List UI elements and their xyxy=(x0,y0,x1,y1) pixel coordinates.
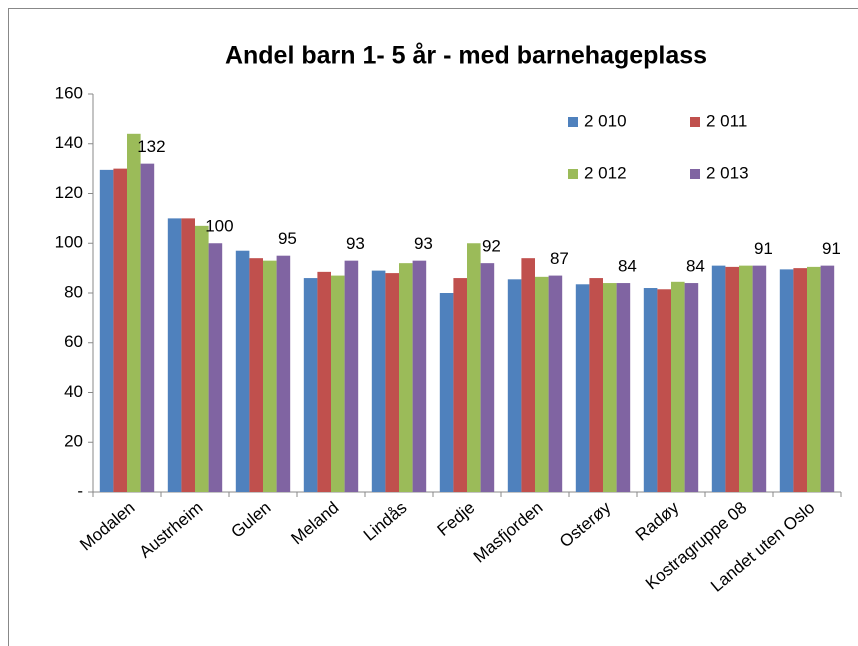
bar xyxy=(127,133,141,493)
data-label: 100 xyxy=(205,217,233,236)
bar xyxy=(113,168,127,492)
bar xyxy=(671,281,685,492)
bar xyxy=(820,265,835,492)
legend-label: 2 013 xyxy=(706,163,749,182)
bar xyxy=(453,278,467,492)
bar xyxy=(467,243,481,492)
bar xyxy=(793,268,807,492)
y-tick-label: 20 xyxy=(64,432,83,451)
data-label: 91 xyxy=(754,239,773,258)
x-tick-label: Modalen xyxy=(76,498,138,554)
x-tick-label: Radøy xyxy=(632,498,683,545)
bar xyxy=(249,258,263,492)
bar xyxy=(779,269,794,492)
bar xyxy=(276,255,291,492)
bar xyxy=(385,273,399,492)
data-label: 92 xyxy=(482,237,501,256)
bar xyxy=(507,279,522,492)
bar xyxy=(263,260,277,492)
bar xyxy=(331,275,345,492)
bar xyxy=(616,283,631,492)
bar xyxy=(181,218,195,492)
bar xyxy=(195,225,209,492)
bar xyxy=(589,278,603,492)
y-tick-label: 120 xyxy=(55,183,83,202)
bar xyxy=(739,265,753,492)
x-tick-label: Osterøy xyxy=(556,498,615,552)
bar xyxy=(711,265,726,492)
bar xyxy=(344,260,359,492)
legend-marker xyxy=(568,169,578,179)
bar xyxy=(575,284,590,492)
bar xyxy=(725,266,739,492)
x-tick-label: Austrheim xyxy=(136,498,207,562)
bar xyxy=(535,276,549,492)
y-tick-label: 40 xyxy=(64,382,83,401)
data-label: 84 xyxy=(686,257,705,276)
bar xyxy=(643,288,658,492)
x-tick-label: Meland xyxy=(288,498,343,548)
legend-marker xyxy=(568,117,578,127)
data-label: 132 xyxy=(137,137,165,156)
chart-title: Andel barn 1- 5 år - med barnehageplass xyxy=(225,42,707,70)
bar xyxy=(807,266,821,492)
y-tick-label: - xyxy=(77,481,83,500)
legend-label: 2 010 xyxy=(584,111,627,130)
bar xyxy=(140,163,155,492)
data-label: 91 xyxy=(822,239,841,258)
data-label: 95 xyxy=(278,229,297,248)
bar xyxy=(412,260,427,492)
data-label: 93 xyxy=(346,234,365,253)
y-tick-label: 100 xyxy=(55,233,83,252)
bar xyxy=(303,278,318,492)
chart-border xyxy=(8,8,858,646)
bar xyxy=(521,258,535,492)
x-tick-label: Lindås xyxy=(360,498,411,545)
bar xyxy=(439,293,454,492)
data-label: 87 xyxy=(550,249,569,268)
bar xyxy=(167,218,182,492)
bar xyxy=(480,263,495,492)
legend-marker xyxy=(690,117,700,127)
bar xyxy=(208,243,223,492)
bar xyxy=(684,283,699,492)
legend-label: 2 011 xyxy=(706,111,747,130)
y-tick-label: 60 xyxy=(64,332,83,351)
bar xyxy=(235,250,250,492)
bar xyxy=(548,275,563,492)
bar xyxy=(603,283,617,492)
y-tick-label: 160 xyxy=(55,83,83,102)
legend-label: 2 012 xyxy=(584,163,627,182)
bar xyxy=(399,263,413,492)
y-tick-label: 80 xyxy=(64,282,83,301)
legend-marker xyxy=(690,169,700,179)
data-label: 84 xyxy=(618,257,637,276)
data-label: 93 xyxy=(414,234,433,253)
bar xyxy=(371,270,386,492)
bar xyxy=(657,289,671,492)
x-tick-label: Fedje xyxy=(434,498,479,540)
bar xyxy=(99,169,114,492)
x-tick-label: Gulen xyxy=(227,498,274,542)
y-tick-label: 140 xyxy=(55,133,83,152)
x-tick-label: Masfjorden xyxy=(470,498,547,567)
bar xyxy=(752,265,767,492)
bar xyxy=(317,271,331,492)
